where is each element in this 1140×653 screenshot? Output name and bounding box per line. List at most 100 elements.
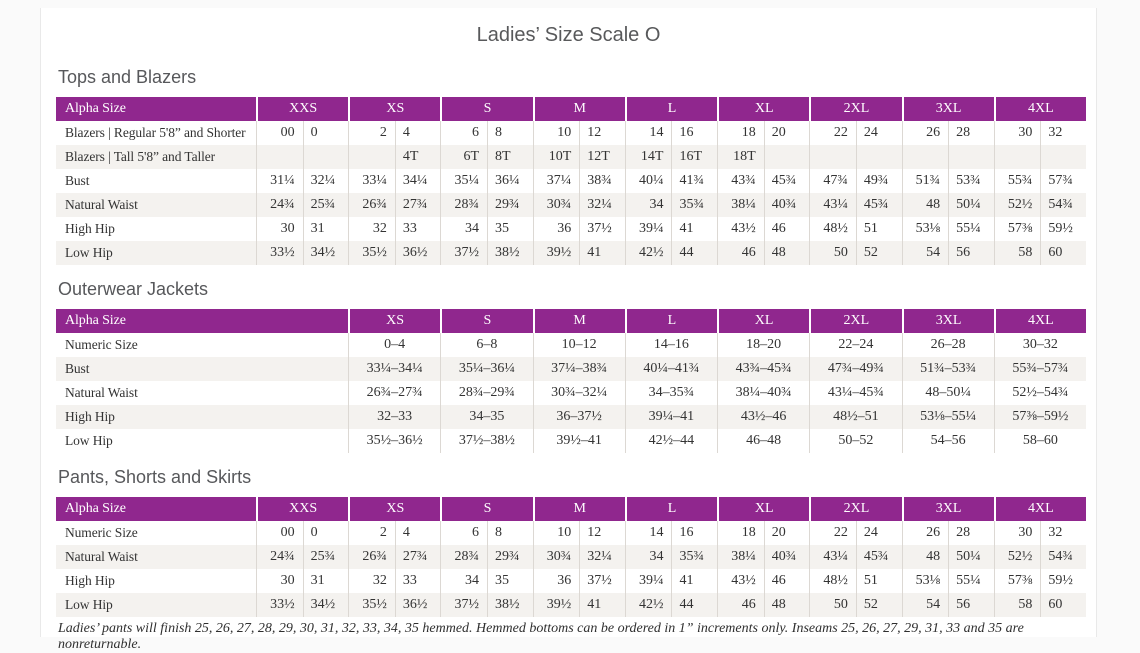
- size-cell: 57⅜–59½: [993, 405, 1086, 429]
- size-group-header: 2XL: [811, 97, 902, 121]
- size-cell: 00: [256, 521, 303, 545]
- section-pants-shorts-skirts: Pants, Shorts and Skirts Alpha Size XXS XS…: [56, 467, 1086, 617]
- size-group-header: 2XL: [811, 497, 902, 521]
- size-group-header: XL: [719, 97, 810, 121]
- size-cell: 40¾: [763, 545, 810, 569]
- size-cell: 34–35: [440, 405, 532, 429]
- size-cell: 6: [440, 521, 487, 545]
- size-group-header: XS: [350, 97, 441, 121]
- size-cell: 33: [394, 569, 441, 593]
- size-cell: 36–37½: [532, 405, 625, 429]
- size-cell: [809, 145, 856, 169]
- table-row: High Hip 32–33 34–35 36–37½ 39¼–41 43½–46 48½–…: [56, 405, 1086, 429]
- row-label: High Hip: [65, 221, 115, 236]
- size-cell: 55¾: [993, 169, 1041, 193]
- size-cell: 34: [440, 569, 487, 593]
- size-cell: 53⅛: [901, 217, 949, 241]
- size-cell: 18–20: [717, 333, 809, 357]
- size-cell: 2: [348, 121, 395, 145]
- size-group-header: XL: [719, 497, 810, 521]
- size-cell: 37¼: [532, 169, 580, 193]
- size-cell: 52½: [993, 545, 1041, 569]
- table-row: Numeric Size 0–4 6–8 10–12 14–16 18–20 22–24 26…: [56, 333, 1086, 357]
- size-cell: 41¾: [671, 169, 717, 193]
- size-cell: 28: [948, 121, 994, 145]
- size-cell: 40¼: [624, 169, 672, 193]
- size-cell: 48–50¼: [901, 381, 994, 405]
- table-row: Numeric Size 00 0 2 4 6 8 10 12 14 16 18 20 22 24 26 28 3…: [56, 521, 1086, 545]
- size-cell: [901, 145, 949, 169]
- size-cell: 36½: [394, 241, 441, 265]
- size-cell: 31: [302, 569, 349, 593]
- size-group-header: M: [534, 97, 625, 121]
- size-cell: 30: [256, 217, 303, 241]
- table-header-row: Alpha Size XS S M L XL 2XL 3XL 4XL: [56, 309, 1086, 333]
- size-cell: 37½: [579, 217, 625, 241]
- table-row: Bust 33¼–34¼ 35¼–36¼ 37¼–38¾ 40¼–41¾ 43¾–45¾ 4…: [56, 357, 1086, 381]
- size-cell: 55¼: [948, 569, 994, 593]
- size-cell: 43½: [717, 217, 764, 241]
- size-cell: 40¼–41¾: [624, 357, 717, 381]
- size-cell: 39¼–41: [624, 405, 717, 429]
- size-cell: 48: [901, 193, 949, 217]
- size-cell: 34–35¾: [624, 381, 717, 405]
- size-cell: 52½: [993, 193, 1041, 217]
- size-cell: 35: [487, 217, 533, 241]
- size-group-header: M: [534, 497, 625, 521]
- size-cell: 10: [532, 521, 580, 545]
- size-cell: [763, 145, 810, 169]
- size-cell: 30: [256, 569, 303, 593]
- size-cell: 38½: [487, 593, 533, 617]
- size-cell: 37¼–38¾: [532, 357, 625, 381]
- size-cell: 6–8: [440, 333, 532, 357]
- row-label: Low Hip: [65, 245, 113, 260]
- section-title-pants-shorts-skirts: Pants, Shorts and Skirts: [58, 467, 252, 487]
- size-cell: 38½: [487, 241, 533, 265]
- row-label: Bust: [65, 173, 90, 188]
- size-cell: 0: [302, 521, 349, 545]
- size-cell: 28¾–29¾: [440, 381, 532, 405]
- table-row: Blazers | Tall 5'8” and Taller 4T 6T 8T 10T 1…: [56, 145, 1086, 169]
- size-cell: 54¾: [1040, 545, 1086, 569]
- size-cell: 51: [855, 217, 902, 241]
- size-cell: 43¼: [809, 545, 856, 569]
- size-cell: 25¾: [302, 545, 349, 569]
- size-cell: 32–33: [348, 405, 440, 429]
- tops-and-blazers-table: Alpha Size XXS XS S M L XL 2XL 3XL 4XL Blazers | R…: [56, 97, 1086, 265]
- size-cell: 52: [855, 593, 902, 617]
- alpha-size-header: Alpha Size: [56, 309, 348, 333]
- section-title-tops-and-blazers: Tops and Blazers: [58, 67, 197, 87]
- table-row: Natural Waist 24¾ 25¾ 26¾ 27¾ 28¾ 29¾ 30¾ 32¼ 34 3…: [56, 545, 1086, 569]
- size-group-header: XS: [350, 309, 441, 333]
- size-cell: 18: [717, 121, 764, 145]
- size-cell: 50: [809, 593, 856, 617]
- size-cell: 32¼: [302, 169, 349, 193]
- size-cell: 51: [855, 569, 902, 593]
- size-cell: 50–52: [809, 429, 901, 453]
- size-group-header: 3XL: [903, 309, 994, 333]
- size-cell: 10–12: [532, 333, 625, 357]
- size-cell: 35: [487, 569, 533, 593]
- section-tops-and-blazers: Tops and Blazers Alpha Size XXS XS S M L XL 2XL…: [56, 67, 1086, 265]
- size-cell: 24¾: [256, 193, 303, 217]
- size-cell: 14T: [624, 145, 672, 169]
- size-cell: 46: [763, 569, 810, 593]
- size-cell: 50¼: [948, 545, 994, 569]
- row-label: Natural Waist: [65, 385, 138, 400]
- size-cell: 51¾–53¾: [901, 357, 994, 381]
- table-row: Low Hip 35½–36½ 37½–38½ 39½–41 42½–44 46–48 50…: [56, 429, 1086, 453]
- size-cell: 46–48: [717, 429, 809, 453]
- size-cell: 47¾: [809, 169, 856, 193]
- size-cell: 42½: [624, 241, 672, 265]
- size-cell: 32: [348, 217, 395, 241]
- section-outerwear-jackets: Outerwear Jackets Alpha Size XS S M L XL 2XL 3X…: [56, 279, 1086, 453]
- size-cell: 28: [948, 521, 994, 545]
- size-cell: 46: [763, 217, 810, 241]
- table-row: Low Hip 33½ 34½ 35½ 36½ 37½ 38½ 39½ 41 42½ 44 46 48 5…: [56, 593, 1086, 617]
- size-cell: 24: [855, 121, 902, 145]
- size-cell: [1040, 145, 1086, 169]
- size-cell: 48: [763, 241, 810, 265]
- footnote: Ladies’ pants will finish 25, 26, 27, 28…: [58, 621, 1024, 652]
- size-cell: 44: [671, 241, 717, 265]
- size-cell: 29¾: [487, 545, 533, 569]
